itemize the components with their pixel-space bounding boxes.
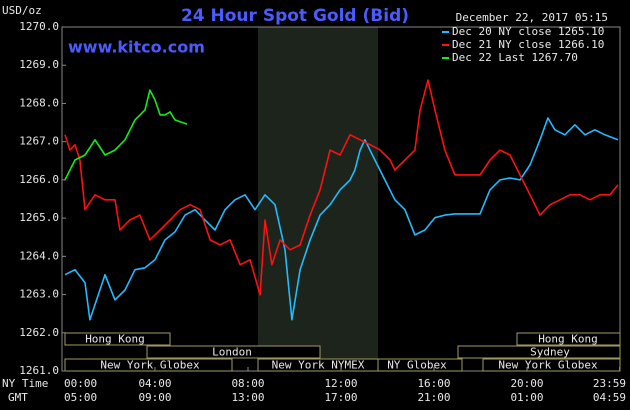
x-tick-label: 20:00 (510, 377, 543, 390)
session-box (457, 345, 621, 359)
y-tick-label: 1263.0 (19, 288, 59, 301)
x-tick-label: 04:00 (138, 377, 171, 390)
series-line (64, 79, 619, 296)
legend-label: Dec 22 Last 1267.70 (452, 51, 578, 64)
x-tick-label: 23:59 (593, 377, 626, 390)
session-label: London (212, 346, 252, 359)
watermark: www.kitco.com (68, 38, 205, 57)
session-box (146, 345, 321, 359)
y-tick-label: 1268.0 (19, 96, 59, 109)
session-box (482, 358, 621, 372)
x2-tick-label: 13:00 (231, 391, 264, 404)
y-tick-label: 1270.0 (19, 20, 59, 33)
y-tick-label: 1269.0 (19, 58, 59, 71)
x2-tick-label: 17:00 (324, 391, 357, 404)
x2-tick-label: 01:00 (510, 391, 543, 404)
session-box (516, 332, 621, 346)
chart-title: 24 Hour Spot Gold (Bid) (181, 6, 409, 26)
x-tick-label: 12:00 (324, 377, 357, 390)
series-line (64, 117, 619, 321)
session-label: NY Globex (387, 359, 447, 372)
y-tick-label: 1267.0 (19, 135, 59, 148)
session-label: Hong Kong (85, 333, 145, 346)
x2-axis-label: GMT (8, 391, 28, 404)
session-box (64, 332, 171, 346)
session-box (64, 358, 233, 372)
x-axis-label: NY Time (2, 377, 48, 390)
session-label: Hong Kong (538, 333, 598, 346)
session-label: Sydney (530, 346, 570, 359)
x2-tick-label: 21:00 (417, 391, 450, 404)
x2-tick-label: 05:00 (64, 391, 97, 404)
x-tick-label: 00:00 (64, 377, 97, 390)
session-label: New York Globex (498, 359, 598, 372)
nymex-band (258, 27, 378, 371)
series-line (64, 89, 188, 181)
session-label: New York Globex (100, 359, 200, 372)
chart-subtitle: December 22, 2017 05:15 (456, 11, 608, 24)
y-tick-label: 1262.0 (19, 326, 59, 339)
x2-tick-label: 09:00 (138, 391, 171, 404)
legend-label: Dec 21 NY close 1266.10 (452, 38, 604, 51)
y-tick-label: 1266.0 (19, 173, 59, 186)
y-tick-label: 1261.0 (19, 364, 59, 377)
legend-label: Dec 20 NY close 1265.10 (452, 25, 604, 38)
session-box (377, 358, 463, 372)
x2-tick-label: 04:59 (593, 391, 626, 404)
y-axis-label: USD/oz (2, 4, 42, 17)
session-label: New York NYMEX (272, 359, 365, 372)
x-tick-label: 08:00 (231, 377, 264, 390)
y-tick-label: 1265.0 (19, 211, 59, 224)
x-tick-label: 16:00 (417, 377, 450, 390)
y-tick-label: 1264.0 (19, 249, 59, 262)
